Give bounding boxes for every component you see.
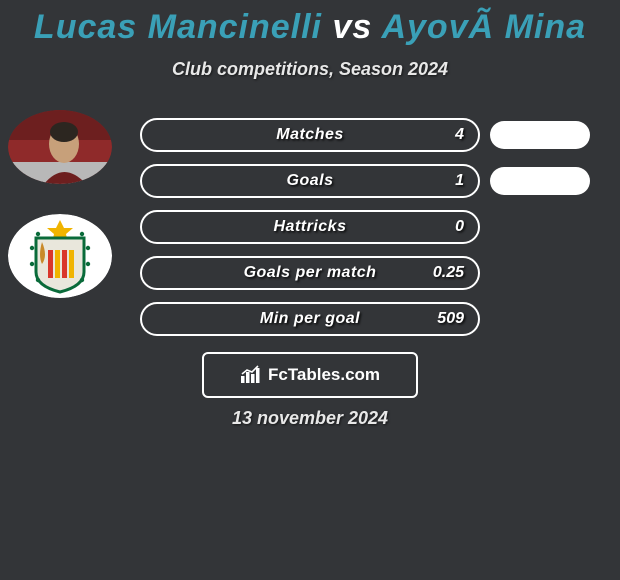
title-segment: Lucas Mancinelli [34,8,322,46]
page-title: Lucas Mancinelli vs AyovÃ Mina [0,0,620,47]
attribution-box: FcTables.com [202,352,418,398]
footer-date: 13 november 2024 [0,408,620,429]
stat-pill-right [490,121,590,149]
stats-panel: Matches 4 Goals 1 Hattricks 0 Goals per match 0… [140,118,480,348]
club-crest [8,214,112,298]
stat-value-left: 0 [455,218,464,236]
stat-row: Goals 1 [140,164,480,210]
stat-pill: Goals per match 0.25 [140,256,480,290]
stat-value-left: 0.25 [433,264,464,282]
stat-pill: Matches 4 [140,118,480,152]
title-segment: AyovÃ Mina [381,8,586,46]
stat-value-left: 4 [455,126,464,144]
stat-pill: Goals 1 [140,164,480,198]
stat-label: Hattricks [274,218,347,236]
subtitle: Club competitions, Season 2024 [0,59,620,80]
stat-pill: Hattricks 0 [140,210,480,244]
bar-chart-icon [240,365,262,385]
stat-pill-right [490,167,590,195]
stat-row: Matches 4 [140,118,480,164]
player-avatar [8,110,112,184]
avatar-column [8,110,112,328]
stat-value-left: 509 [437,310,464,328]
stat-row: Goals per match 0.25 [140,256,480,302]
stat-label: Goals [287,172,334,190]
stat-row: Hattricks 0 [140,210,480,256]
stat-label: Min per goal [260,310,360,328]
stat-row: Min per goal 509 [140,302,480,348]
title-segment: vs [322,8,381,46]
stat-value-left: 1 [455,172,464,190]
stat-pill: Min per goal 509 [140,302,480,336]
stat-label: Matches [276,126,344,144]
attribution-text: FcTables.com [268,365,380,385]
stat-label: Goals per match [244,264,377,282]
